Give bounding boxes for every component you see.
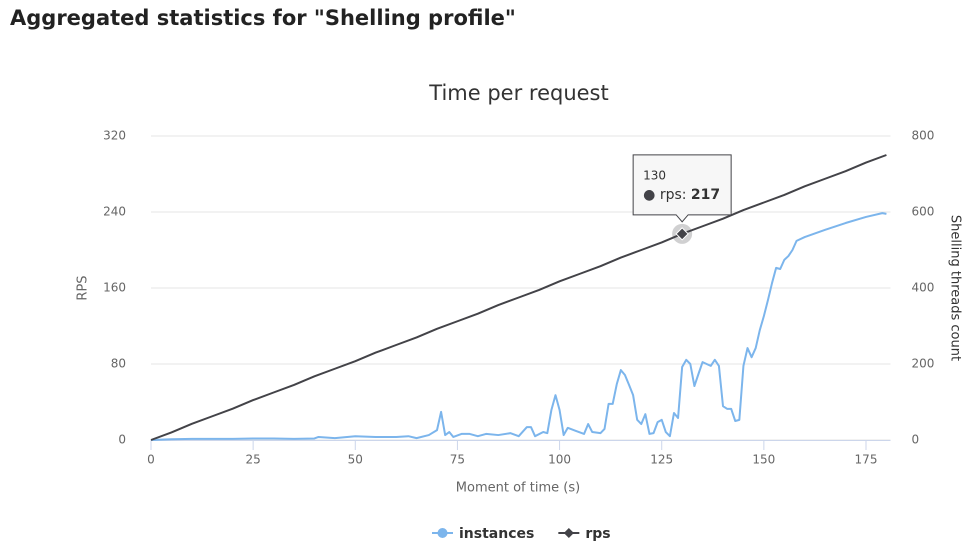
y-tick-label: 0 [118, 433, 126, 447]
y2-tick-label: 0 [912, 433, 920, 447]
y-tick-label: 80 [111, 357, 126, 371]
legend-symbol [563, 528, 574, 538]
x-tick-label: 175 [855, 453, 878, 467]
y2-tick-label: 800 [912, 129, 935, 143]
x-tick-label: 25 [246, 453, 261, 467]
legend-symbol [437, 528, 448, 538]
tooltip-x: 130 [643, 168, 666, 182]
hover-marker [675, 227, 689, 241]
x-tick-label: 75 [450, 453, 465, 467]
y2-tick-label: 600 [912, 205, 935, 219]
tooltip-dot: ● [643, 187, 660, 203]
series-line [150, 212, 887, 441]
tooltip-sep: : [682, 187, 691, 203]
y2-tick-label: 200 [912, 357, 935, 371]
tooltip-line: ● rps: 217 [643, 187, 720, 203]
x-axis-title: Moment of time (s) [456, 481, 580, 496]
series-line [150, 154, 887, 441]
x-tick-label: 125 [650, 453, 673, 467]
legend-item[interactable]: instances [432, 526, 534, 542]
x-tick-label: 50 [348, 453, 363, 467]
y-tick-label: 240 [103, 205, 126, 219]
tooltip-value: 217 [691, 187, 720, 203]
legend-item[interactable]: rps [558, 526, 611, 542]
chart-title: Time per request [428, 81, 608, 105]
y2-tick-label: 400 [912, 281, 935, 295]
legend-label: instances [459, 526, 534, 542]
tooltip-box [632, 154, 732, 223]
y-tick-label: 320 [103, 129, 126, 143]
tooltip-series: rps [660, 187, 682, 203]
x-tick-label: 0 [147, 453, 155, 467]
y-tick-label: 160 [103, 281, 126, 295]
x-tick-label: 150 [752, 453, 775, 467]
legend-label: rps [585, 526, 610, 542]
page-title: Aggregated statistics for "Shelling prof… [10, 6, 516, 30]
y2-axis-title: Shelling threads count [948, 215, 963, 361]
x-tick-label: 100 [548, 453, 571, 467]
y-axis-title: RPS [76, 275, 91, 300]
